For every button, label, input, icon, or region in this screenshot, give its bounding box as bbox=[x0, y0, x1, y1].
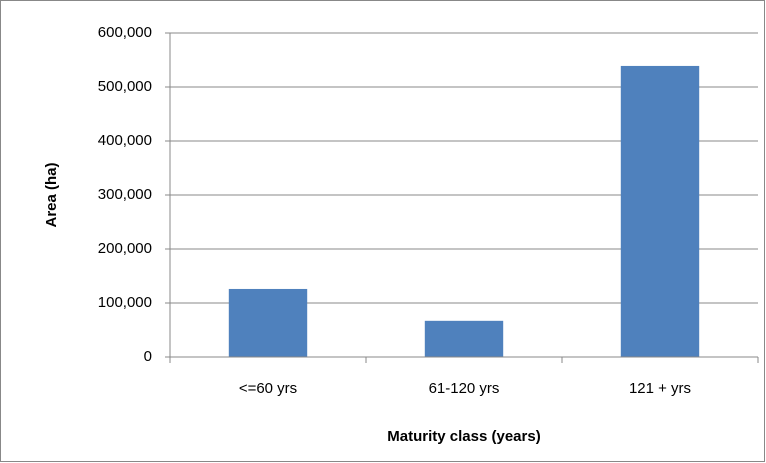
y-tick-label: 200,000 bbox=[98, 240, 152, 257]
y-tick-label: 300,000 bbox=[98, 186, 152, 203]
bar bbox=[424, 320, 504, 357]
bar bbox=[228, 288, 308, 357]
bar bbox=[620, 65, 700, 357]
y-tick-label: 0 bbox=[144, 348, 152, 365]
y-tick-label: 500,000 bbox=[98, 78, 152, 95]
x-tick-label: 61-120 yrs bbox=[429, 380, 500, 397]
y-tick-label: 600,000 bbox=[98, 24, 152, 41]
y-tick-label: 400,000 bbox=[98, 132, 152, 149]
x-tick-label: <=60 yrs bbox=[239, 380, 297, 397]
x-tick-label: 121 + yrs bbox=[629, 380, 691, 397]
y-axis-title: Area (ha) bbox=[43, 162, 60, 227]
y-tick-label: 100,000 bbox=[98, 294, 152, 311]
x-axis-title: Maturity class (years) bbox=[387, 428, 540, 445]
